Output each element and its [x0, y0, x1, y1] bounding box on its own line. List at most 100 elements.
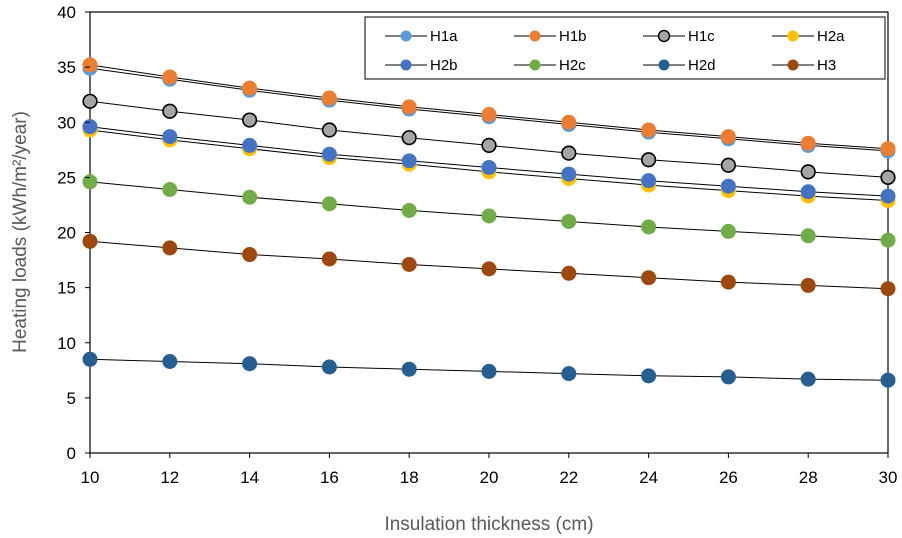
data-point-h1c	[82, 93, 98, 109]
data-point-h1b	[82, 57, 98, 73]
data-point-h2b	[481, 159, 497, 175]
data-point-h3	[800, 277, 816, 293]
data-point-h1c	[481, 137, 497, 154]
data-point-h1c	[800, 164, 816, 180]
series-markers	[82, 57, 896, 388]
legend-label: H2d	[688, 57, 716, 74]
x-tick-label: 16	[320, 468, 339, 487]
data-point-h1c	[401, 130, 417, 146]
legend-label: H1a	[430, 28, 458, 45]
y-axis-ticks: 0 5 10 15 20 25 30 35 40	[57, 3, 90, 463]
data-point-h2d	[880, 372, 896, 388]
data-point-h2d	[162, 353, 178, 369]
data-point-h1b	[321, 90, 337, 106]
data-point-h3	[162, 240, 178, 256]
legend-marker	[400, 59, 412, 71]
legend-item-h1c: H1c	[643, 28, 715, 45]
data-point-h1c	[561, 145, 577, 161]
data-point-h1b	[880, 141, 896, 157]
x-tick-label: 22	[559, 468, 578, 487]
data-point-h2d	[481, 363, 497, 379]
data-point-h1b	[242, 80, 258, 96]
data-point-h2b	[321, 146, 337, 162]
y-tick-label: 30	[57, 113, 76, 132]
legend-marker	[658, 59, 670, 71]
legend-item-h2c: H2c	[514, 57, 586, 74]
legend-item-h2a: H2a	[772, 28, 845, 45]
y-tick-label: 40	[57, 3, 76, 22]
x-axis-ticks: 10 12 14 16 18 20 22 24 26 28 30	[81, 453, 898, 487]
data-point-h1c	[720, 157, 737, 173]
legend-marker	[400, 30, 412, 42]
data-point-h1c	[162, 103, 178, 119]
data-point-h2d	[641, 368, 657, 384]
legend-item-h2b: H2b	[385, 57, 458, 74]
x-axis-title: Insulation thickness (cm)	[384, 514, 593, 535]
data-point-h2b	[82, 119, 98, 135]
data-point-h3	[561, 265, 577, 281]
y-tick-label: 15	[57, 279, 76, 298]
data-point-h3	[82, 233, 98, 249]
data-point-h2d	[561, 366, 577, 382]
data-point-h3	[481, 261, 497, 277]
y-tick-label: 20	[57, 224, 76, 243]
legend-label: H3	[817, 57, 836, 74]
data-point-h1c	[640, 152, 657, 168]
data-point-h1b	[481, 107, 497, 123]
data-point-h1b	[561, 114, 577, 130]
data-point-h2c	[162, 182, 178, 198]
data-point-h3	[401, 256, 417, 272]
legend-item-h1b: H1b	[514, 28, 587, 45]
data-point-h2d	[800, 371, 816, 387]
data-point-h3	[321, 251, 337, 267]
data-point-h2d	[82, 351, 98, 367]
data-point-h2c	[561, 213, 577, 229]
legend-label: H2a	[817, 28, 845, 45]
data-point-h2d	[321, 359, 337, 375]
y-tick-label: 10	[57, 334, 76, 353]
data-point-h2b	[162, 129, 178, 145]
y-tick-label: 0	[67, 444, 76, 463]
legend-marker	[657, 29, 671, 43]
legend: H1a H1b H1c H2a H2b H2c H2d H3	[364, 16, 886, 80]
data-point-h2c	[82, 174, 98, 190]
data-point-h2c	[242, 189, 258, 205]
data-point-h2c	[800, 228, 816, 244]
data-point-h2c	[401, 202, 417, 218]
data-point-h2b	[720, 178, 736, 194]
data-point-h2c	[321, 196, 337, 212]
data-point-h3	[641, 270, 657, 286]
legend-item-h1a: H1a	[385, 28, 458, 45]
data-point-h1b	[641, 122, 657, 138]
legend-item-h3: H3	[772, 57, 836, 74]
data-point-h1c	[321, 122, 338, 138]
x-tick-label: 10	[81, 468, 100, 487]
data-point-h2b	[401, 153, 417, 169]
data-point-h3	[242, 247, 258, 263]
x-tick-label: 20	[480, 468, 499, 487]
legend-label: H1c	[688, 28, 715, 45]
x-tick-label: 28	[799, 468, 818, 487]
legend-label: H1b	[559, 28, 587, 45]
data-point-h1b	[800, 135, 816, 151]
data-point-h2b	[242, 137, 258, 153]
x-tick-label: 30	[879, 468, 898, 487]
y-tick-label: 25	[57, 168, 76, 187]
data-point-h1b	[720, 129, 736, 145]
y-tick-label: 5	[67, 389, 76, 408]
y-axis-title: Heating loads (kWh/m²/year)	[10, 111, 31, 353]
x-tick-label: 12	[160, 468, 179, 487]
data-point-h1c	[880, 169, 896, 185]
data-point-h2c	[641, 219, 657, 235]
data-point-h2c	[880, 232, 896, 248]
data-point-h1c	[242, 112, 258, 128]
x-tick-label: 26	[719, 468, 738, 487]
data-point-h3	[720, 274, 736, 290]
legend-label: H2c	[559, 57, 586, 74]
x-tick-label: 18	[400, 468, 419, 487]
legend-box	[364, 16, 886, 80]
legend-marker	[529, 30, 541, 42]
data-point-h3	[880, 281, 896, 297]
data-point-h2b	[561, 166, 577, 182]
